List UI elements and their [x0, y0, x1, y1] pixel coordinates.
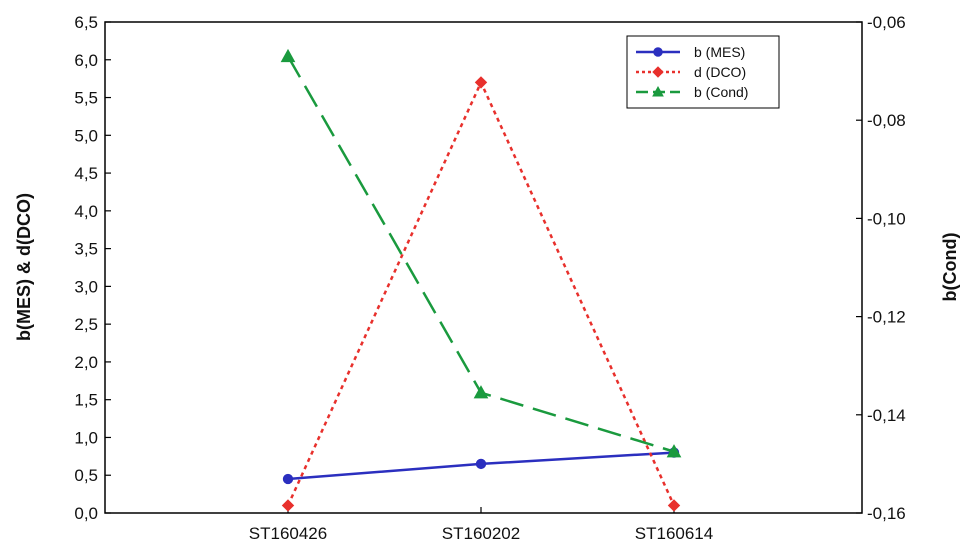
series-d-dco	[281, 76, 681, 512]
x-tick-label: ST160426	[249, 524, 327, 543]
data-point-b-cond	[666, 444, 682, 458]
legend-marker-b-mes	[653, 47, 663, 57]
legend-label-b-mes: b (MES)	[694, 44, 745, 60]
left-tick-label: 1,0	[74, 428, 98, 447]
data-point-d-dco	[474, 76, 488, 89]
left-tick-label: 0,0	[74, 504, 98, 523]
x-tick-label: ST160614	[635, 524, 713, 543]
left-tick-label: 5,5	[74, 89, 98, 108]
right-tick-label: -0,08	[867, 111, 906, 130]
right-tick-label: -0,06	[867, 13, 906, 32]
right-axis-title: b(Cond)	[940, 233, 960, 302]
left-axis: 0,0 0,5 1,0 1,5 2,0 2,5 3,0 3,5 4,0 4,5 5,0 5,5 6,0 6…	[74, 13, 111, 523]
data-point-d-dco	[667, 499, 681, 512]
left-tick-label: 6,5	[74, 13, 98, 32]
left-tick-label: 0,5	[74, 466, 98, 485]
legend-marker-d-dco	[652, 66, 664, 78]
series-b-mes	[282, 447, 680, 485]
data-point-d-dco	[281, 499, 295, 512]
series-layer	[280, 48, 682, 512]
series-line-d-dco	[286, 79, 676, 506]
x-axis: ST160426 ST160202 ST160614	[249, 507, 713, 543]
right-tick-label: -0,10	[867, 209, 906, 228]
left-tick-label: 2,0	[74, 353, 98, 372]
right-axis: -0,16 -0,14 -0,12 -0,10 -0,08 -0,06	[856, 13, 906, 523]
left-tick-label: 3,5	[74, 240, 98, 259]
left-tick-label: 3,0	[74, 277, 98, 296]
data-point-b-cond	[473, 385, 489, 399]
legend-marker-b-cond	[652, 85, 664, 97]
left-tick-label: 2,5	[74, 315, 98, 334]
data-point-b-cond	[280, 48, 296, 63]
data-point-b-mes	[282, 473, 294, 485]
left-tick-label: 4,0	[74, 202, 98, 221]
left-tick-label: 6,0	[74, 51, 98, 70]
x-tick-label: ST160202	[442, 524, 520, 543]
legend-label-d-dco: d (DCO)	[694, 64, 746, 80]
plot-frame	[104, 21, 863, 514]
legend-entries: b (MES) d (DCO) b (Cond)	[636, 44, 748, 100]
right-tick-label: -0,12	[867, 308, 906, 327]
series-b-cond	[280, 48, 682, 458]
left-axis-title: b(MES) & d(DCO)	[14, 193, 34, 341]
left-tick-label: 1,5	[74, 391, 98, 410]
right-tick-label: -0,14	[867, 406, 906, 425]
left-tick-label: 4,5	[74, 164, 98, 183]
plot-area	[104, 21, 863, 514]
legend: b (MES) d (DCO) b (Cond)	[626, 35, 780, 109]
left-tick-label: 5,0	[74, 126, 98, 145]
right-tick-label: -0,16	[867, 504, 906, 523]
data-point-b-mes	[475, 458, 487, 470]
legend-label-b-cond: b (Cond)	[694, 84, 748, 100]
